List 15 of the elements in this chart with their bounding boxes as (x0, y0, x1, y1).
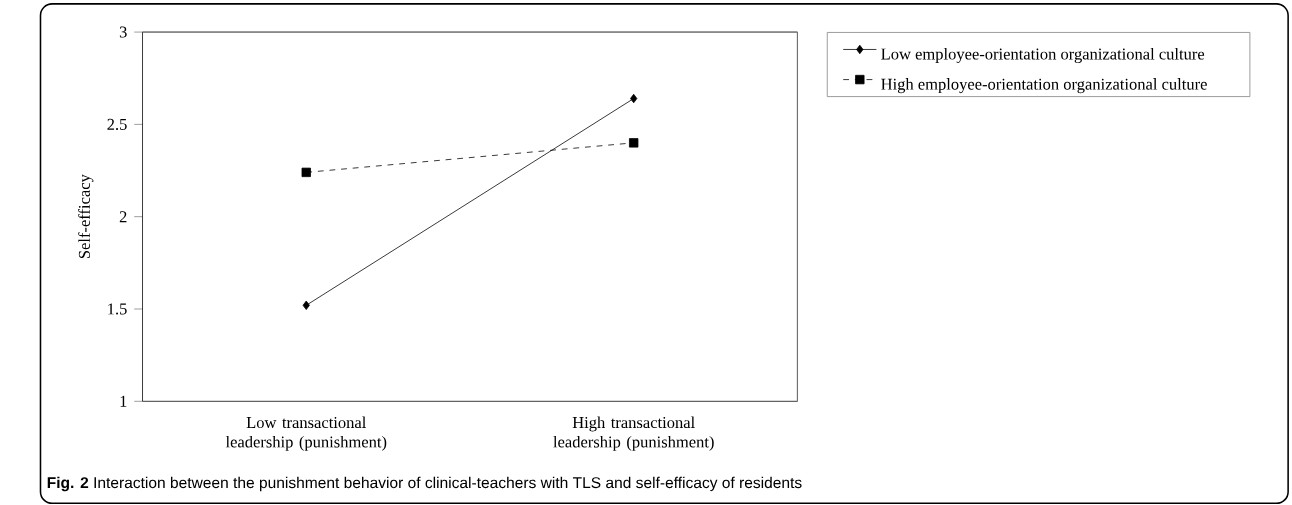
x-tick-label: Low transactional leadership (punishment) (225, 416, 387, 451)
point (630, 93, 638, 104)
x-tick-label: High transactional leadership (punishment) (553, 416, 714, 451)
y-tick-label: 1 (120, 395, 127, 407)
point (629, 138, 639, 148)
legend-label: Low employee-orientation organizational culture (881, 47, 1205, 63)
point (302, 300, 310, 310)
legend-label: High employee-orientation organizational culture (881, 78, 1207, 94)
y-tick-label: 1.5 (108, 303, 127, 315)
point (301, 167, 311, 177)
y-tick-label: 2.5 (107, 118, 127, 130)
y-tick-label: 3 (119, 26, 127, 38)
y-tick-label: 2 (119, 211, 127, 223)
text: Fig. 2 Interaction between the punishment behavior of clinical-teachers with TLS and self-efficacy of residents (47, 476, 802, 492)
y-axis-title: Self-efficacy (78, 174, 94, 258)
